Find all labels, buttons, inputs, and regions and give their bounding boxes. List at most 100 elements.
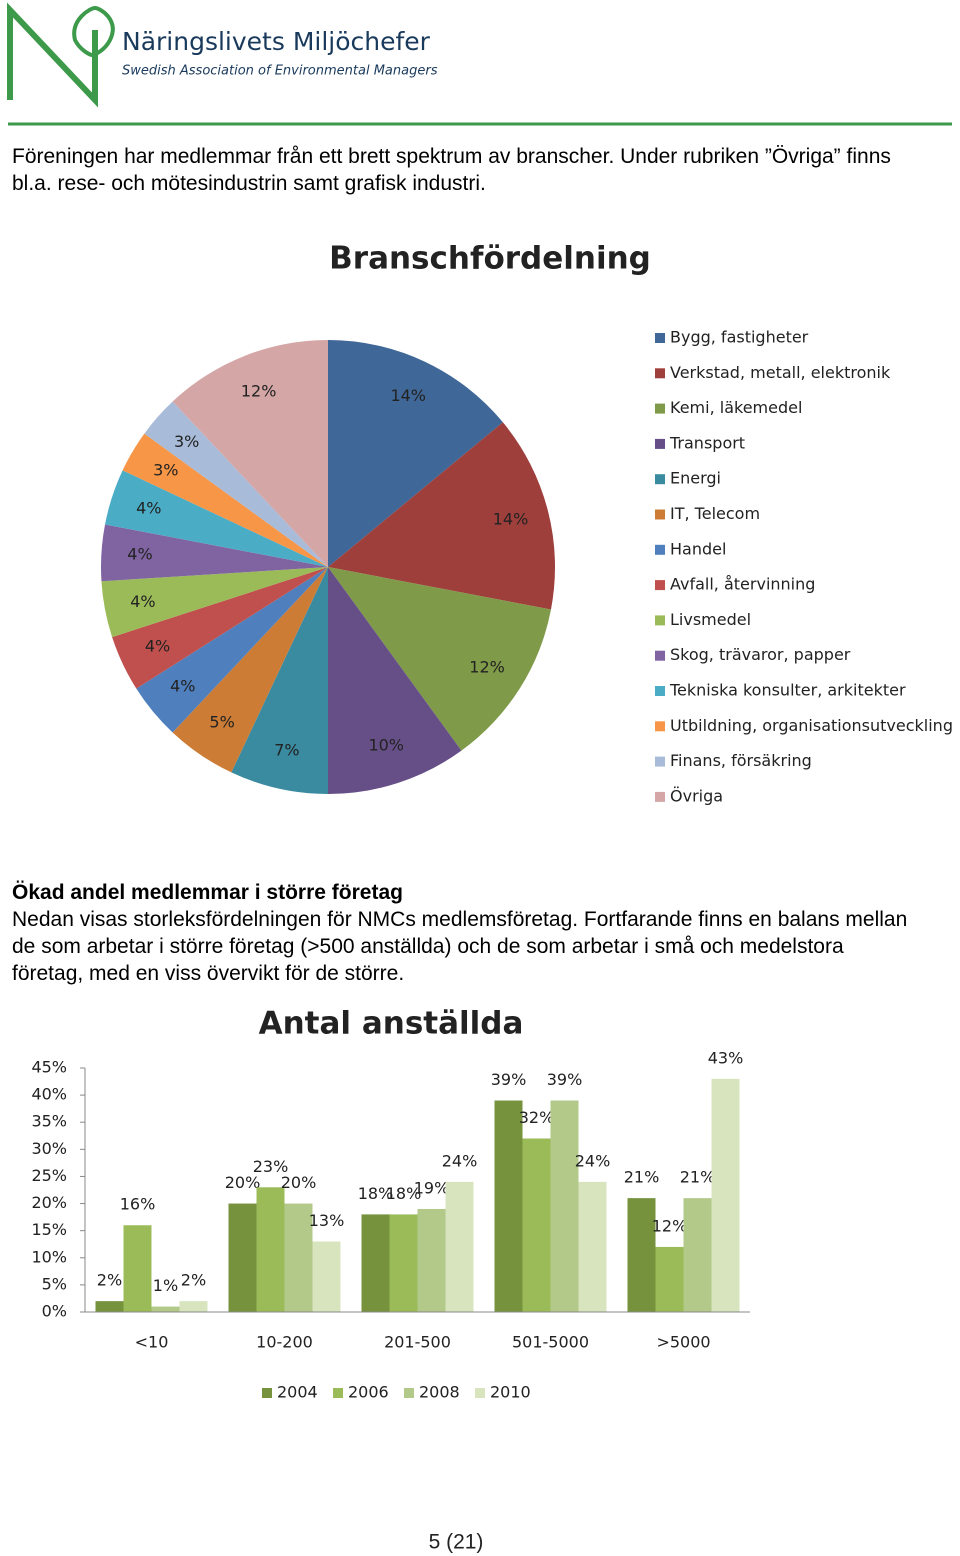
legend-swatch [655, 686, 665, 696]
bar-label: 21% [624, 1168, 660, 1187]
pie-slice [328, 567, 462, 794]
bar-label: 32% [519, 1108, 555, 1127]
legend-swatch [655, 474, 665, 485]
legend-label: IT, Telecom [670, 504, 760, 523]
legend-label: Livsmedel [670, 610, 751, 629]
legend-label: 2008 [419, 1383, 460, 1402]
logo [7, 2, 115, 108]
slice-label: 4% [130, 592, 155, 611]
bar-label: 2% [181, 1271, 206, 1290]
legend-swatch [655, 791, 665, 802]
pie-slice [328, 422, 555, 610]
legend-swatch [655, 544, 665, 555]
slice-label: 5% [209, 712, 234, 731]
y-tick-label: 30% [31, 1139, 67, 1158]
bar-label: 23% [253, 1157, 289, 1176]
org-name: Näringslivets Miljöchefer [122, 27, 431, 56]
legend-label: 2004 [277, 1383, 318, 1402]
legend-label: Handel [670, 539, 726, 558]
bar [683, 1198, 712, 1312]
legend-label: Energi [670, 469, 721, 488]
slice-label: 3% [153, 461, 178, 480]
bar-label: 39% [547, 1070, 583, 1089]
pie-slice [136, 567, 328, 733]
bar [655, 1246, 684, 1312]
bar [123, 1225, 152, 1312]
slice-label: 4% [145, 637, 170, 656]
legend-swatch [655, 438, 665, 449]
pie-slice [122, 433, 329, 567]
bar [151, 1306, 180, 1312]
y-tick-label: 20% [31, 1193, 67, 1212]
bar [578, 1181, 607, 1312]
bar-label: 1% [153, 1276, 178, 1295]
bar [417, 1208, 446, 1312]
logo-leaf [72, 5, 115, 58]
legend-swatch [655, 580, 665, 591]
legend-label: Finans, försäkring [670, 751, 812, 770]
y-tick-label: 40% [31, 1085, 67, 1104]
legend-label: Bygg, fastigheter [670, 328, 809, 347]
pie-slice [101, 567, 328, 638]
slice-label: 14% [390, 386, 426, 405]
legend-swatch [655, 756, 665, 767]
bar-label: 39% [491, 1070, 527, 1089]
bar [179, 1301, 208, 1312]
pie-slice [172, 340, 328, 567]
bar [284, 1203, 313, 1312]
legend-label: 2010 [490, 1383, 531, 1402]
bar [361, 1214, 390, 1312]
legend-label: Övriga [670, 786, 723, 805]
legend-label: Skog, trävaror, papper [670, 645, 851, 664]
y-tick-label: 15% [31, 1220, 67, 1239]
y-tick-label: 45% [31, 1058, 67, 1077]
page-number: 5 (21) [429, 1531, 484, 1554]
slice-label: 7% [274, 740, 299, 759]
slice-label: 4% [170, 677, 195, 696]
y-tick-label: 10% [31, 1247, 67, 1266]
legend-label: Kemi, läkemedel [670, 398, 802, 417]
bar-label: 24% [575, 1151, 611, 1170]
bar-label: 20% [225, 1173, 261, 1192]
intro-paragraph: Föreningen har medlemmar från ett brett … [12, 145, 891, 195]
legend-swatch [655, 368, 665, 379]
bar [312, 1241, 341, 1312]
y-tick-label: 5% [42, 1274, 67, 1293]
x-tick-label: <10 [135, 1333, 169, 1352]
y-tick-label: 0% [42, 1302, 67, 1321]
pie-slice [105, 470, 328, 567]
pie-slice [144, 401, 328, 567]
x-tick-label: 501-5000 [512, 1333, 589, 1352]
legend-swatch [655, 650, 665, 661]
slice-label: 4% [127, 545, 152, 564]
bar-label: 12% [652, 1216, 688, 1235]
legend-label: Verkstad, metall, elektronik [670, 363, 891, 382]
y-tick-label: 35% [31, 1112, 67, 1131]
chart-title: Antal anställda [259, 1006, 524, 1042]
bar-label: 24% [442, 1151, 478, 1170]
pie-slice [328, 567, 551, 751]
legend-label: Tekniska konsulter, arkitekter [669, 681, 906, 700]
slice-label: 14% [493, 510, 529, 529]
x-tick-label: 10-200 [256, 1333, 313, 1352]
bar [445, 1181, 474, 1312]
legend-label: Transport [669, 433, 745, 452]
bar [494, 1100, 523, 1312]
chart-title: Branschfördelning [329, 241, 651, 277]
bar [711, 1078, 740, 1312]
y-tick-label: 25% [31, 1166, 67, 1185]
x-tick-label: >5000 [656, 1333, 710, 1352]
slice-label: 4% [136, 498, 161, 517]
pie-slice [172, 567, 328, 773]
bar-label: 13% [309, 1211, 345, 1230]
slice-label: 10% [368, 736, 404, 755]
bar-label: 19% [414, 1178, 450, 1197]
bar-label: 21% [680, 1168, 716, 1187]
pie-slice [112, 567, 328, 689]
bar-label: 20% [281, 1173, 317, 1192]
bar [627, 1198, 656, 1312]
legend-swatch [655, 509, 665, 520]
bar [95, 1301, 124, 1312]
logo-mark [7, 2, 98, 108]
